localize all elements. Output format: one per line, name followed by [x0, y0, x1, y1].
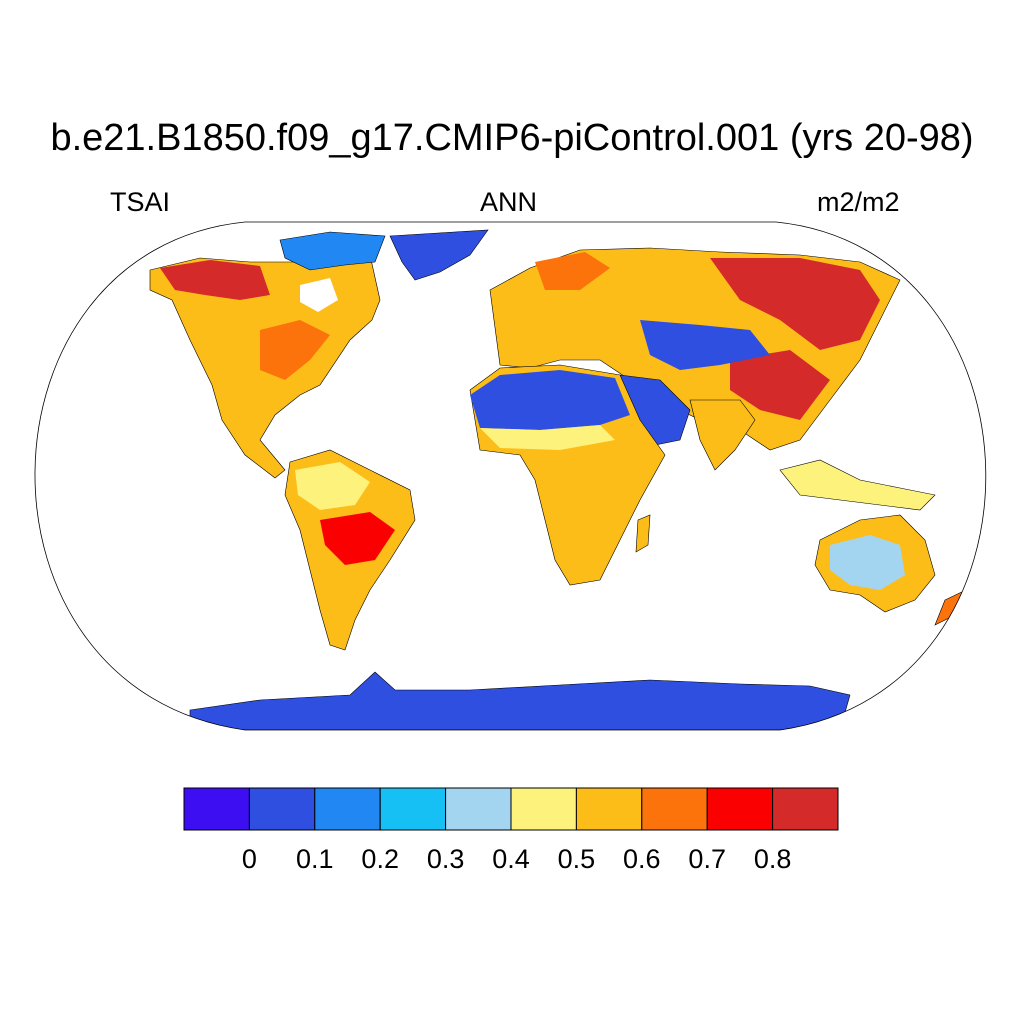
variable-label: TSAI	[110, 187, 171, 217]
region-scandinavia	[535, 252, 610, 290]
colorbar-box	[248, 787, 316, 831]
colorbar-box	[183, 787, 250, 831]
colorbar-tick-label: 0.1	[296, 844, 334, 874]
region-arctic-archipelago	[279, 231, 386, 271]
colorbar-box	[445, 787, 512, 831]
colorbar-box	[706, 787, 774, 831]
region-australia-interior	[830, 535, 905, 590]
colorbar-tick-label: 0.8	[754, 844, 792, 874]
colorbar-box	[641, 787, 708, 831]
region-central-asia	[640, 320, 770, 370]
region-india	[689, 399, 756, 471]
colorbar-tick-label: 0	[242, 844, 257, 874]
colorbar-tick-label: 0.4	[492, 844, 530, 874]
region-sahel	[480, 425, 615, 450]
colorbar-tick-label: 0.6	[623, 844, 661, 874]
region-china	[730, 350, 830, 420]
region-us-east	[260, 320, 330, 380]
colorbar-tick-label: 0.3	[427, 844, 465, 874]
colorbar-tick-label: 0.2	[361, 844, 399, 874]
region-sahara	[470, 370, 630, 430]
units-label: m2/m2	[817, 187, 900, 217]
season-label: ANN	[480, 187, 538, 217]
colorbar-box	[379, 787, 447, 831]
region-greenland	[389, 229, 489, 281]
map-outline	[34, 221, 987, 731]
region-madagascar	[635, 514, 651, 553]
land-fields	[149, 229, 971, 730]
colorbar-tick-label: 0.5	[558, 844, 596, 874]
region-canada-north	[160, 260, 270, 300]
colorbar-box	[575, 787, 643, 831]
colorbar-box	[772, 787, 839, 831]
region-amazon	[295, 462, 370, 510]
colorbar-tick-label: 0.7	[688, 844, 726, 874]
colorbar-box	[510, 787, 577, 831]
map-title: b.e21.B1850.f09_g17.CMIP6-piControl.001 …	[50, 117, 974, 159]
colorbar-box	[314, 787, 381, 831]
region-brazil-savanna	[320, 512, 395, 565]
region-indonesia	[779, 459, 936, 511]
region-hudson-bay	[300, 278, 338, 312]
region-siberia	[710, 258, 880, 350]
